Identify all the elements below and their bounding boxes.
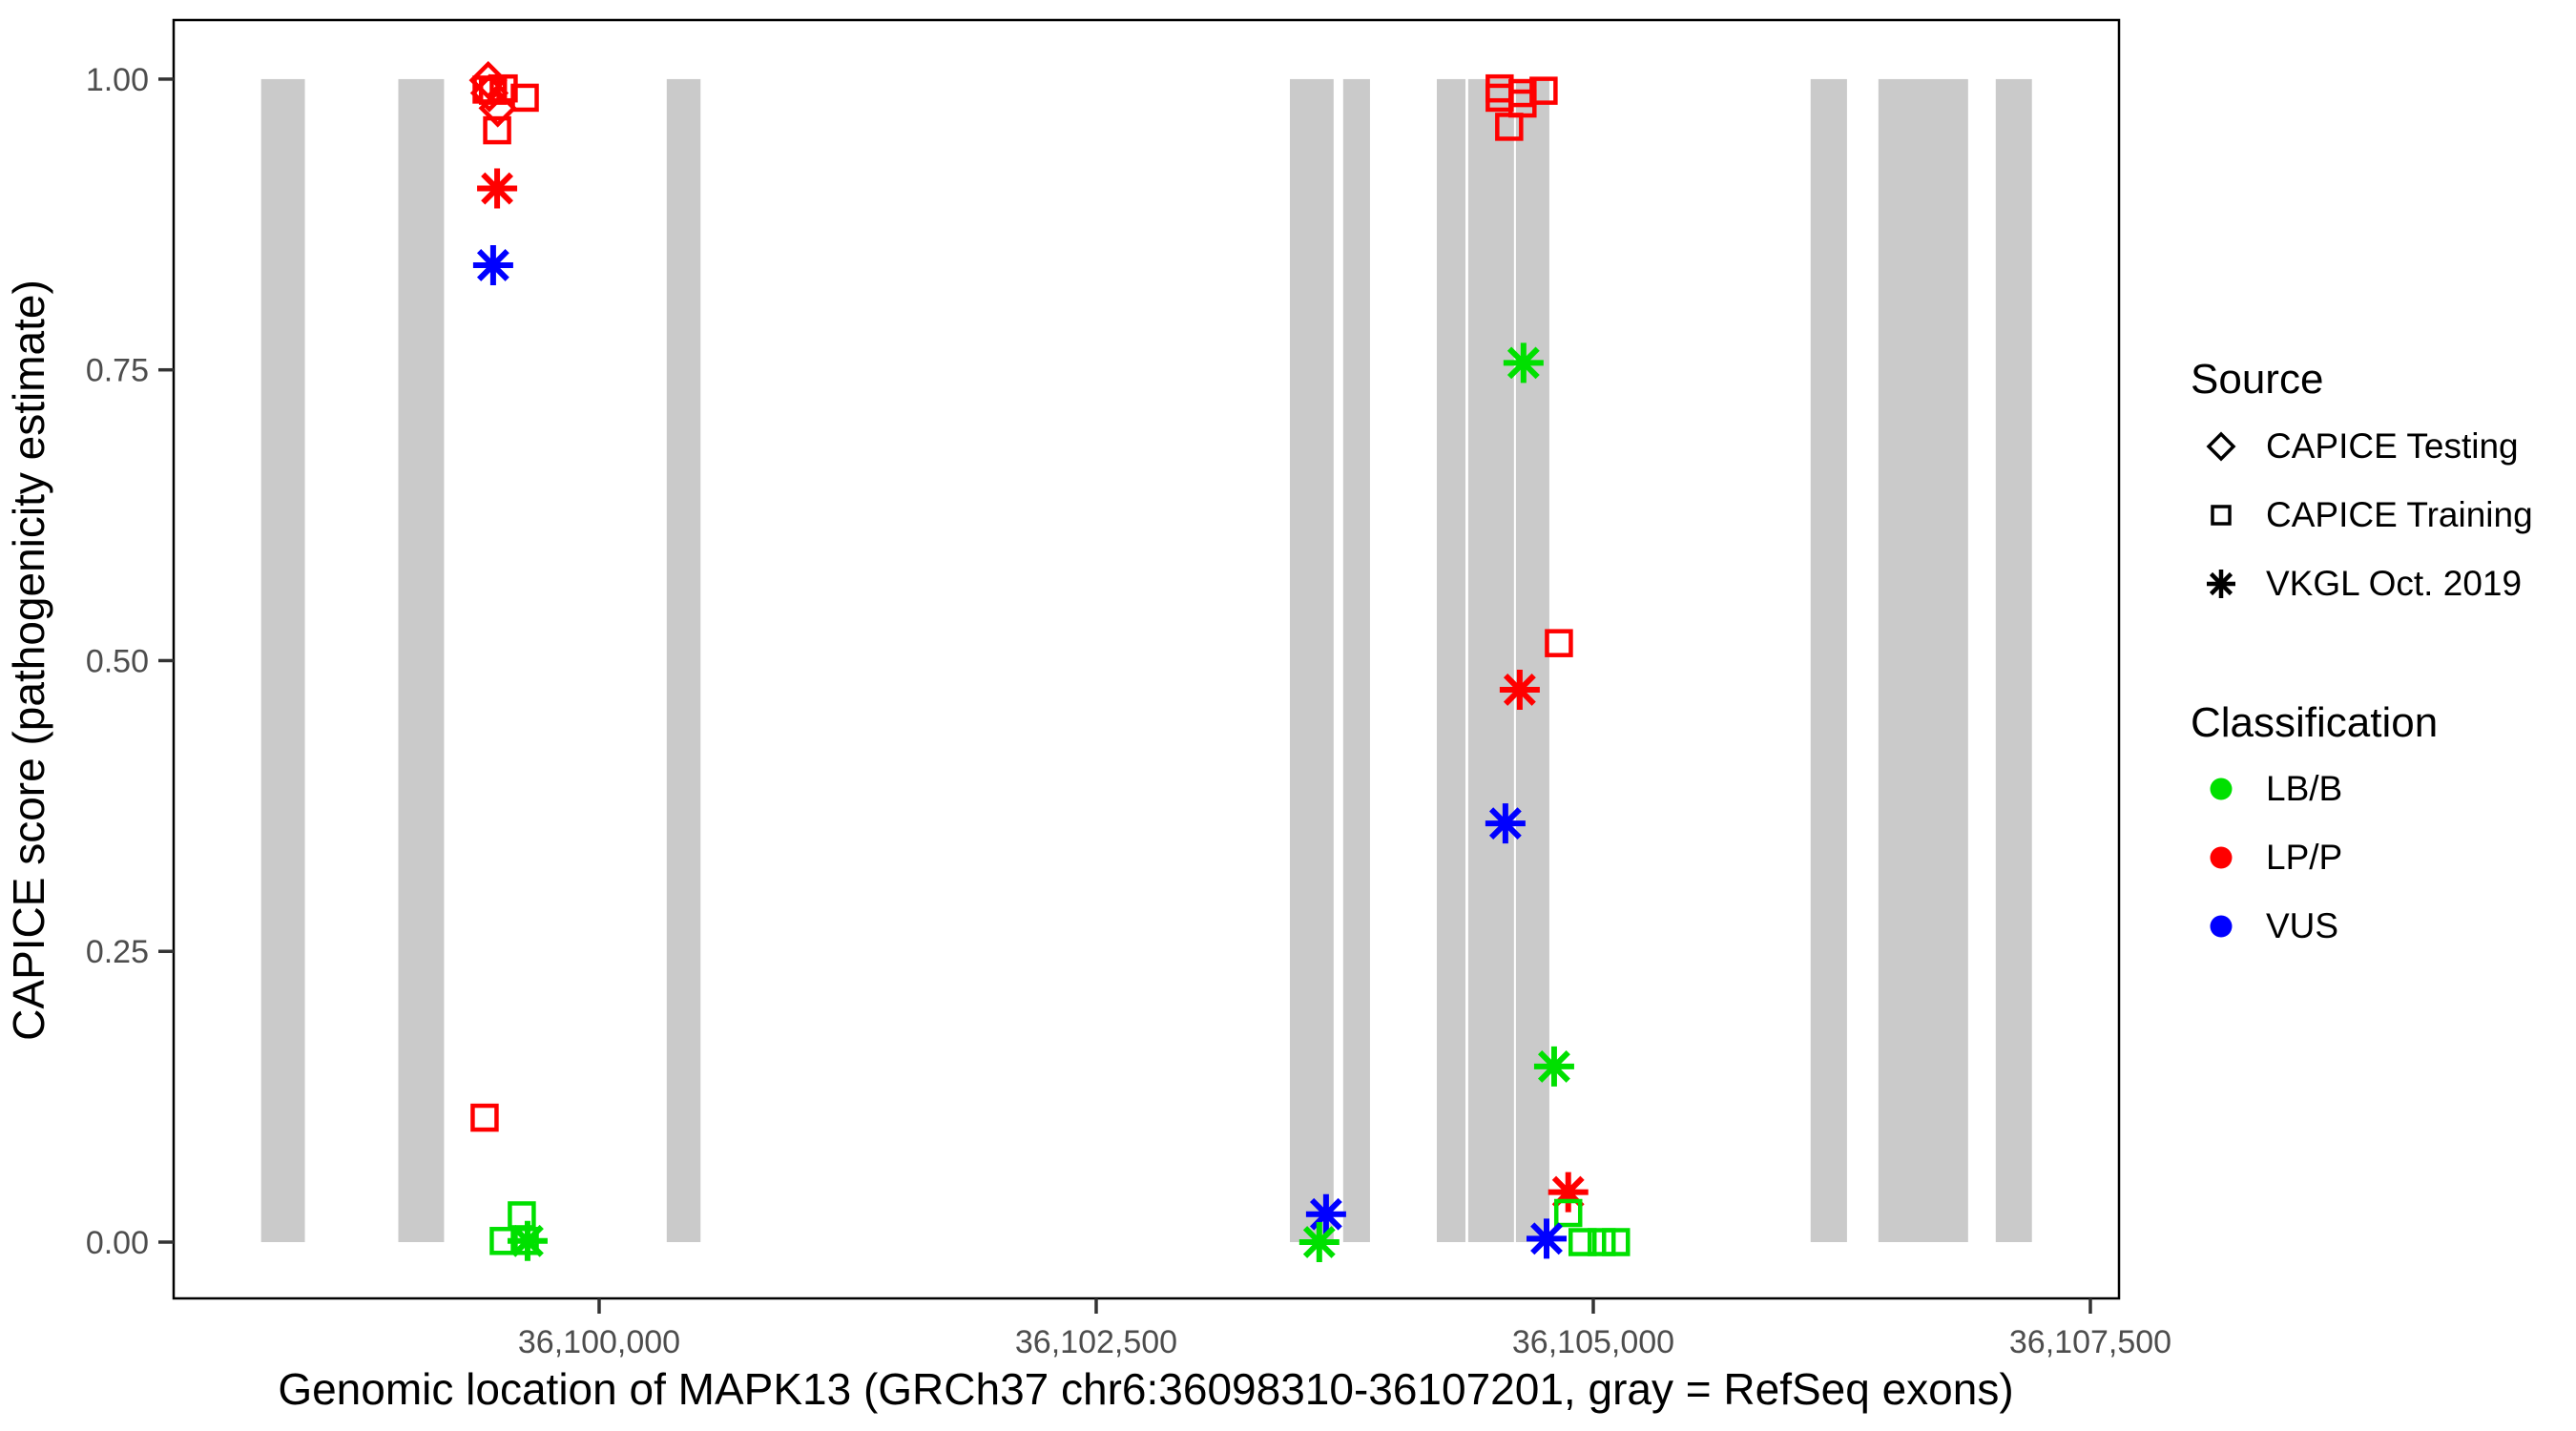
y-axis-tick-label: 1.00 [86,62,149,98]
data-point-square [1601,1228,1631,1256]
data-point-square [1587,1228,1616,1256]
data-point-square [1545,629,1573,657]
legend-item: LP/P [2191,823,2438,892]
legend-item-label: LB/B [2266,769,2343,808]
y-axis-tick-label: 0.75 [86,353,149,389]
y-axis-tick-label: 0.25 [86,934,149,970]
data-point-asterisk [1548,1172,1589,1213]
legend-source-group: Source CAPICE Testing CAPICE Training VKGL… [2191,355,2533,618]
data-point-square [1495,113,1524,141]
exon-bar [1342,78,1370,1242]
data-point-diamond [478,89,517,128]
legend-item: VUS [2191,892,2438,961]
data-point-square [1553,1198,1583,1228]
data-point-square [510,83,539,113]
data-point-asterisk [1485,803,1526,844]
legend-item-label: VUS [2266,906,2339,945]
legend-classification-items: LB/B LP/P VUS [2191,755,2438,961]
legend-item-label: CAPICE Training [2266,495,2533,534]
data-point-asterisk [1527,1218,1568,1259]
x-axis-tick-label: 36,102,500 [1015,1324,1177,1360]
exon-bar [1878,78,1968,1242]
exon-bar [1467,78,1514,1242]
legend-item-label: VKGL Oct. 2019 [2266,564,2523,603]
legend-item: VKGL Oct. 2019 [2191,550,2533,618]
data-points-layer [468,60,1631,1262]
data-point-asterisk [1499,669,1540,710]
legend-source-title: Source [2191,356,2324,403]
legend-item: LB/B [2191,755,2438,823]
legend-color-dot-icon [2191,896,2252,957]
legend-classification-group: Classification LB/B LP/P VUS [2191,698,2438,961]
legend: Source CAPICE Testing CAPICE Training VKGL… [2191,0,2572,1431]
y-axis-title: CAPICE score (pathogenicity estimate) [4,280,53,1041]
legend-diamond-icon [2191,416,2252,477]
axes-ticks-layer: 36,100,000 36,102,500 36,105,000 36,107,500… [86,62,2171,1360]
x-axis-tick-label: 36,107,500 [2009,1324,2171,1360]
exon-bars-layer [260,78,2032,1242]
data-point-square [1529,76,1558,105]
legend-asterisk-icon [2191,553,2252,614]
data-point-diamond [469,73,509,113]
y-axis-tick-label: 0.00 [86,1225,149,1261]
exon-bar [1995,78,2032,1242]
data-point-asterisk [472,244,513,285]
data-point-asterisk [1298,1222,1340,1262]
exon-bar [398,78,445,1242]
legend-square-icon [2191,485,2252,546]
data-point-square [1568,1228,1597,1256]
legend-classification-title: Classification [2191,699,2439,746]
data-point-square [470,1103,499,1132]
legend-color-dot-icon [2191,827,2252,888]
legend-item-label: CAPICE Testing [2266,426,2519,466]
x-axis-tick-label: 36,105,000 [1512,1324,1674,1360]
data-point-square [483,115,511,145]
exon-bar [666,78,701,1242]
exon-bar [1810,78,1847,1242]
exon-bar [1436,78,1465,1242]
exon-bar [1289,78,1334,1242]
data-point-asterisk [1305,1193,1346,1234]
legend-item-label: LP/P [2266,838,2343,877]
data-point-asterisk [507,1220,548,1261]
legend-color-dot-icon [2191,758,2252,819]
data-point-asterisk [1503,342,1544,384]
data-point-asterisk [477,168,518,209]
legend-source-items: CAPICE Testing CAPICE Training VKGL Oct. 2… [2191,412,2533,618]
exon-bar [1515,78,1549,1242]
legend-item: CAPICE Training [2191,481,2533,550]
exon-bar [260,78,305,1242]
y-axis-tick-label: 0.50 [86,643,149,679]
data-point-asterisk [1533,1046,1574,1087]
legend-item: CAPICE Testing [2191,412,2533,481]
x-axis-title: Genomic location of MAPK13 (GRCh37 chr6:… [278,1364,2013,1414]
x-axis-tick-label: 36,100,000 [518,1324,680,1360]
